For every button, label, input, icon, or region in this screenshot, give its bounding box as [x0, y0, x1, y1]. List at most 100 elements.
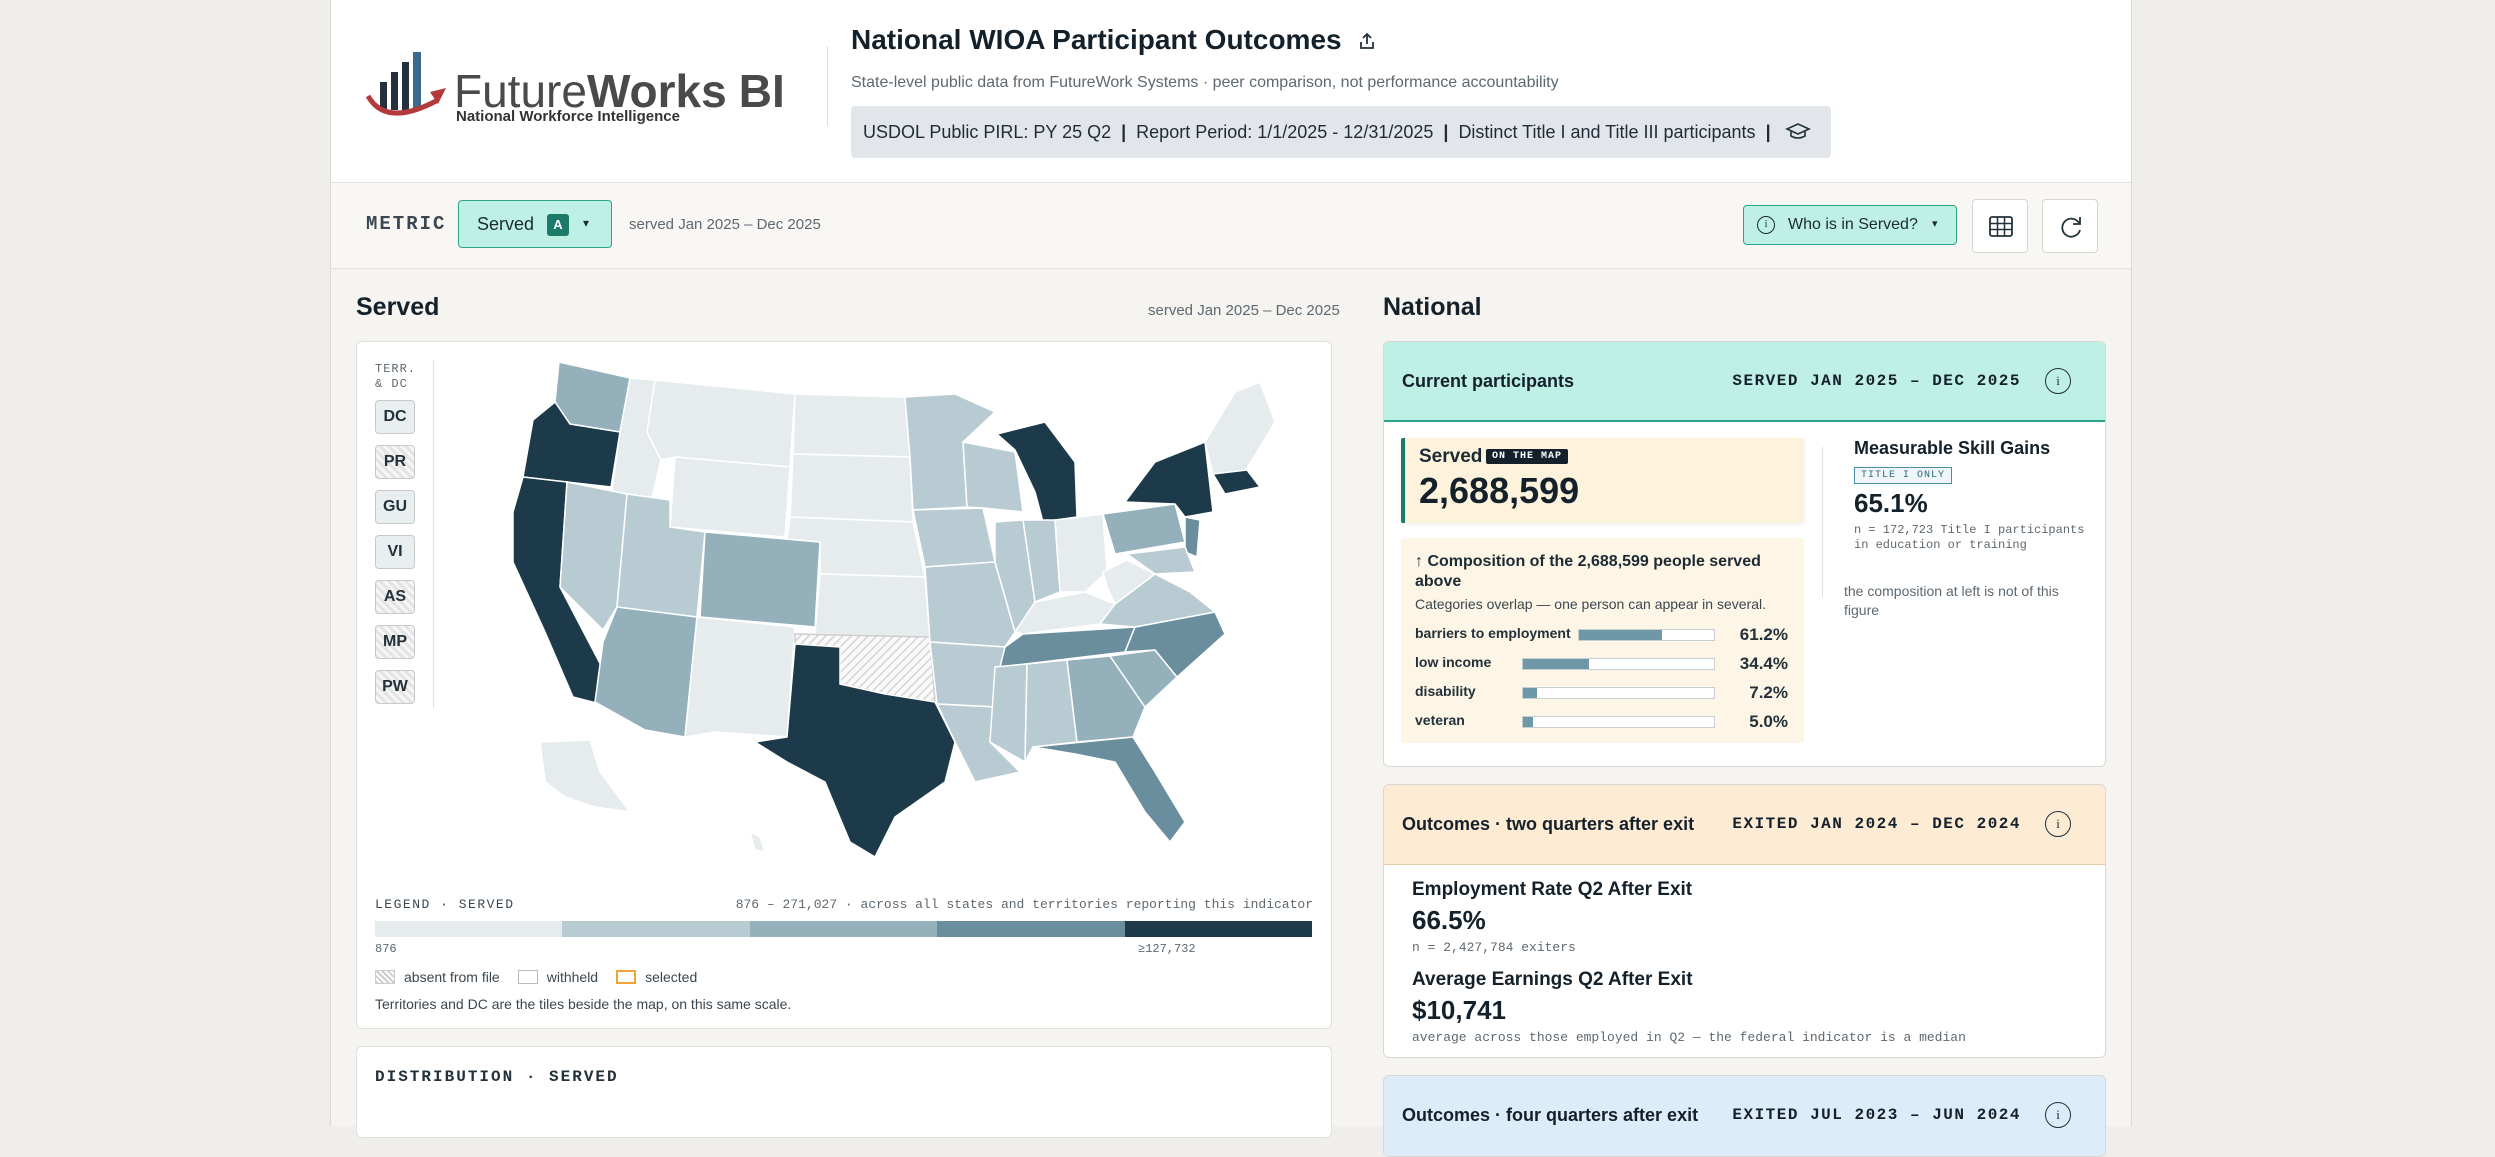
state-mt[interactable]: [646, 379, 796, 468]
state-ga[interactable]: [1066, 655, 1146, 743]
brand-tagline: National Workforce Intelligence: [456, 108, 680, 125]
msg-n: n = 172,723 Title I participants in educ…: [1854, 523, 2085, 552]
q4-outcomes-range: EXITED JUL 2023 – JUN 2024: [1732, 1106, 2021, 1124]
national-section-title: National: [1383, 293, 1482, 321]
msg-value: 65.1%: [1854, 488, 1928, 518]
legend-bin-5: [1124, 921, 1313, 937]
territory-tile[interactable]: AS: [375, 580, 415, 614]
q2-outcomes-header: Outcomes · two quarters after exit EXITE…: [1384, 785, 2105, 865]
metric-select[interactable]: Served A ▾: [458, 200, 612, 248]
employment-rate-title: Employment Rate Q2 After Exit: [1412, 879, 1693, 900]
legend-max: ≥127,732: [1138, 942, 1196, 956]
composition-row: low income 34.4%: [1415, 654, 1788, 674]
q4-outcomes-header: Outcomes · four quarters after exit EXIT…: [1384, 1076, 2105, 1156]
brand-name: FutureWorks BI: [454, 64, 785, 118]
legend-color-scale: [375, 921, 1313, 937]
q2-outcomes-title: Outcomes · two quarters after exit: [1402, 814, 1695, 834]
info-icon[interactable]: i: [2045, 368, 2071, 394]
composition-subtext: Categories overlap — one person can appe…: [1415, 596, 1766, 612]
state-hi[interactable]: [748, 830, 767, 853]
refresh-button[interactable]: [2042, 199, 2098, 253]
legend-key-withheld: withheld: [517, 969, 599, 985]
legend-key-selected: selected: [616, 969, 697, 985]
who-is-in-served-button[interactable]: i Who is in Served? ▾: [1743, 205, 1957, 245]
legend-bin-2: [562, 921, 750, 937]
composition-bar-track: [1522, 687, 1715, 699]
table-icon: [1989, 216, 2013, 237]
composition-bar-track: [1522, 658, 1715, 670]
state-pa[interactable]: [1102, 503, 1186, 555]
state-oh[interactable]: [1054, 513, 1108, 593]
employment-rate-q2: Employment Rate Q2 After Exit 66.5% n = …: [1412, 879, 1692, 955]
on-the-map-badge: ON THE MAP: [1486, 449, 1569, 464]
territory-tile[interactable]: PR: [375, 445, 415, 479]
graduation-cap-icon[interactable]: [1784, 122, 1811, 142]
state-or[interactable]: [522, 400, 621, 488]
legend-heading: LEGEND · SERVED: [375, 897, 515, 912]
table-view-button[interactable]: [1972, 199, 2028, 253]
state-fl[interactable]: [1032, 736, 1186, 844]
composition-label: veteran: [1415, 712, 1465, 728]
q4-outcomes-title: Outcomes · four quarters after exit: [1402, 1105, 1699, 1125]
us-choropleth-map[interactable]: [357, 342, 1331, 882]
state-az[interactable]: [594, 606, 698, 738]
share-icon[interactable]: [1356, 31, 1378, 53]
composition-label: low income: [1415, 654, 1492, 670]
state-nj[interactable]: [1184, 516, 1201, 559]
info-icon[interactable]: i: [2045, 1102, 2071, 1128]
selected-swatch: [616, 970, 637, 984]
state-nv[interactable]: [559, 481, 628, 632]
state-nm[interactable]: [684, 616, 796, 738]
panel-divider: [1822, 447, 1823, 597]
territory-tile[interactable]: DC: [375, 400, 415, 434]
metric-range: served Jan 2025 – Dec 2025: [629, 216, 821, 233]
current-participants-title: Current participants: [1402, 371, 1575, 391]
state-wy[interactable]: [669, 456, 791, 538]
territory-tile[interactable]: VI: [375, 535, 415, 569]
brand-logo[interactable]: FutureWorks BI National Workforce Intelli…: [366, 48, 826, 138]
employment-rate-value: 66.5%: [1412, 905, 1486, 935]
current-participants-header: Current participants SERVED JAN 2025 – D…: [1384, 342, 2105, 422]
legend-bin-3: [749, 921, 938, 937]
state-nd[interactable]: [792, 393, 911, 458]
composition-bar-fill: [1523, 717, 1533, 727]
state-ny[interactable]: [1123, 440, 1214, 518]
refresh-icon: [2061, 217, 2081, 238]
state-ak[interactable]: [539, 739, 632, 813]
composition-percent: 61.2%: [1739, 625, 1788, 644]
state-co[interactable]: [699, 531, 821, 628]
metric-toolbar: METRIC Served A ▾ served Jan 2025 – Dec …: [331, 183, 2131, 269]
metric-badge: A: [547, 214, 569, 236]
state-tx[interactable]: [752, 643, 956, 859]
territory-tile[interactable]: MP: [375, 625, 415, 659]
territories-heading-line2: & DC: [375, 377, 408, 391]
state-mo[interactable]: [924, 561, 1016, 648]
legend-bin-4: [937, 921, 1125, 937]
legend-key-label: withheld: [546, 969, 599, 985]
hatch-swatch: [375, 970, 395, 984]
composition-row: disability 7.2%: [1415, 683, 1788, 703]
average-earnings-value: $10,741: [1412, 995, 1506, 1025]
legend-bin-1: [375, 921, 563, 937]
composition-bar-track: [1578, 629, 1715, 641]
report-info-bar: USDOL Public PIRL: PY 25 Q2 | Report Per…: [851, 106, 1831, 158]
served-section-title: Served: [356, 293, 440, 321]
territory-tile[interactable]: GU: [375, 490, 415, 524]
state-new-england[interactable]: [1204, 381, 1276, 483]
state-wi[interactable]: [962, 441, 1024, 513]
state-ks[interactable]: [814, 573, 931, 638]
composition-row: veteran 5.0%: [1415, 712, 1788, 732]
state-md[interactable]: [1124, 546, 1197, 575]
territory-tile[interactable]: PW: [375, 670, 415, 704]
state-ia[interactable]: [912, 507, 996, 568]
separator: |: [1121, 121, 1127, 142]
metric-label: METRIC: [366, 213, 447, 235]
participants-label: Distinct Title I and Title III participa…: [1458, 121, 1756, 142]
distribution-card: DISTRIBUTION · SERVED: [356, 1046, 1332, 1138]
state-wv[interactable]: [1102, 559, 1157, 606]
state-sd[interactable]: [789, 453, 914, 523]
brand-future: Future: [454, 65, 587, 117]
report-period: Report Period: 1/1/2025 - 12/31/2025: [1136, 121, 1434, 142]
state-ma[interactable]: [1211, 469, 1262, 495]
info-icon[interactable]: i: [2045, 811, 2071, 837]
